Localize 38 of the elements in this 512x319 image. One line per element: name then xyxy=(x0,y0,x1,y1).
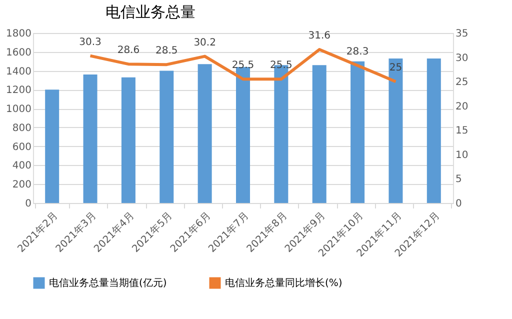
legend-label: 电信业务总量当期值(亿元) xyxy=(49,277,167,289)
data-label: 28.6 xyxy=(117,45,140,56)
y-tick-label: 600 xyxy=(12,142,32,153)
bar xyxy=(45,90,60,203)
y2-tick-label: 30 xyxy=(456,52,468,64)
data-label: 25 xyxy=(389,62,402,74)
bar xyxy=(121,77,136,203)
data-label: 28.5 xyxy=(156,46,178,57)
bar xyxy=(350,61,365,203)
y-tick-label: 0 xyxy=(25,198,32,210)
y2-tick-label: 15 xyxy=(456,126,468,137)
bar xyxy=(426,58,441,203)
y2-tick-label: 20 xyxy=(456,101,468,112)
y-tick-label: 400 xyxy=(12,160,32,172)
bar xyxy=(160,70,174,203)
bar xyxy=(312,65,326,203)
data-label: 30.3 xyxy=(79,36,102,48)
y2-tick-label: 35 xyxy=(456,28,468,40)
y2-tick-label: 10 xyxy=(456,150,468,161)
data-label: 31.6 xyxy=(308,30,330,42)
legend-label: 电信业务总量同比增长(%) xyxy=(225,277,342,289)
chart-title: 电信业务总量 xyxy=(106,3,196,21)
y2-tick-label: 0 xyxy=(456,198,462,210)
bar xyxy=(236,67,250,203)
y-tick-label: 1400 xyxy=(6,66,32,78)
y-tick-label: 1600 xyxy=(6,47,32,58)
y-tick-label: 800 xyxy=(12,122,32,134)
y-tick-label: 1200 xyxy=(6,85,32,96)
data-label: 28.3 xyxy=(346,46,369,58)
data-label: 30.2 xyxy=(194,37,216,48)
bar xyxy=(83,74,98,203)
y-tick-label: 200 xyxy=(12,180,32,191)
y-tick-label: 1000 xyxy=(6,104,32,116)
y2-tick-label: 5 xyxy=(456,174,462,186)
bar xyxy=(388,58,403,203)
y-tick-label: 1800 xyxy=(6,28,32,40)
y2-tick-label: 25 xyxy=(456,77,468,88)
bar xyxy=(198,64,212,203)
